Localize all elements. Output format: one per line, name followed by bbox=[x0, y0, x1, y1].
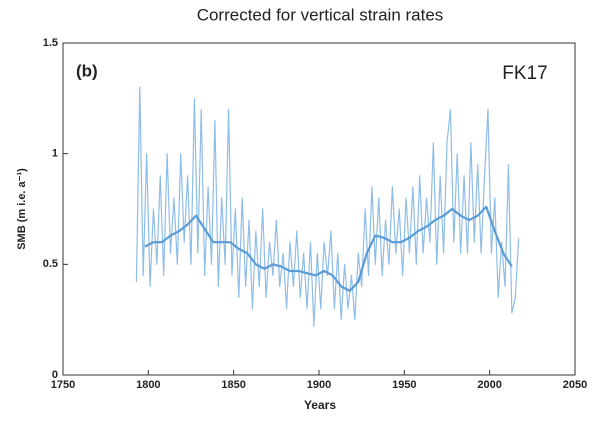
y-axis-label: SMB (m i.e. a⁻¹) bbox=[16, 168, 28, 250]
y-tick-label: 0 bbox=[52, 369, 58, 381]
series-line bbox=[144, 205, 513, 292]
y-tick-label: 0.5 bbox=[43, 258, 58, 270]
series-line bbox=[135, 86, 520, 327]
x-tick-label: 1800 bbox=[136, 379, 160, 391]
annotation: FK17 bbox=[502, 63, 547, 84]
x-tick-label: 1950 bbox=[392, 379, 416, 391]
chart-title: Corrected for vertical strain rates bbox=[197, 5, 444, 24]
x-tick-label: 1850 bbox=[221, 379, 245, 391]
x-tick-label: 2000 bbox=[477, 379, 501, 391]
x-tick-label: 1750 bbox=[51, 379, 75, 391]
x-axis-label: Years bbox=[304, 398, 336, 412]
panel-label: (b) bbox=[76, 61, 98, 80]
x-tick-label: 1900 bbox=[307, 379, 331, 391]
y-tick-label: 1.5 bbox=[43, 37, 58, 49]
y-tick-label: 1 bbox=[52, 148, 58, 160]
x-tick-label: 2050 bbox=[563, 379, 587, 391]
